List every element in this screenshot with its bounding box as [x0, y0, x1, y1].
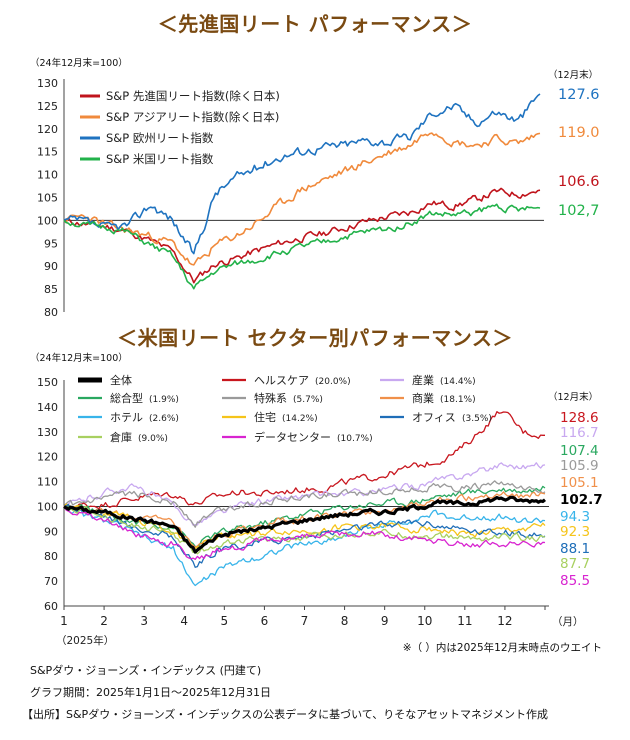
legend-weight: (1.9%): [149, 395, 179, 405]
x-tick-label: 2: [100, 614, 108, 628]
end-value-label: 102.7: [560, 492, 603, 508]
end-value-label: 127.6: [558, 87, 600, 103]
series-line: [63, 505, 546, 555]
x-tick-label: 7: [301, 614, 309, 628]
series-line: [63, 503, 546, 550]
y-tick-label: 70: [44, 575, 58, 588]
legend-label: 総合型: [110, 391, 143, 405]
legend-label: S&P アジアリート指数(除く日本): [106, 110, 279, 124]
series-line: [63, 506, 546, 560]
bottom-chart-title: ＜米国リート セクター別パフォーマンス＞: [117, 326, 513, 350]
period-line: グラフ期間：2025年1月1日～2025年12月31日: [30, 686, 271, 699]
end-value-label: 107.4: [560, 443, 599, 459]
legend-weight: (18.1%): [440, 395, 476, 405]
y-tick-label: 85: [44, 283, 58, 296]
legend-label: S&P 先進国リート指数(除く日本): [106, 89, 280, 103]
y-tick-label: 80: [44, 306, 58, 319]
y-tick-label: 130: [37, 77, 58, 90]
legend-label: ホテル: [110, 411, 143, 424]
end-value-label: 116.7: [560, 425, 599, 441]
x-tick-label: 8: [341, 614, 349, 628]
y-tick-label: 115: [37, 146, 58, 159]
end-value-label: 106.6: [558, 174, 600, 190]
developed-reit-chart: （24年12月末=100） （12月末） 80 85 90 95 100 105 110 115 1…: [30, 57, 600, 319]
y-tick-label: 60: [44, 600, 58, 613]
end-value-label: 88.1: [560, 541, 590, 557]
y-tick-label: 95: [44, 237, 58, 250]
legend-weight: (10.7%): [337, 434, 373, 444]
weight-note: ※（ ）内は2025年12月末時点のウエイト: [402, 642, 602, 654]
x-tick-label: 11: [457, 614, 472, 628]
end-value-label: 87.7: [560, 556, 590, 572]
y-tick-label: 150: [37, 376, 58, 389]
series-line: [63, 93, 541, 255]
end-value-label: 92.3: [560, 524, 590, 540]
y-tick-label: 130: [37, 426, 58, 439]
legend-weight: (2.6%): [149, 414, 179, 424]
series-line: [63, 132, 541, 266]
series-line: [63, 203, 541, 290]
series-line: [63, 485, 546, 549]
legend-label: 全体: [110, 373, 132, 387]
top-chart-title: ＜先進国リート パフォーマンス＞: [157, 12, 473, 36]
y-tick-label: 140: [37, 401, 58, 414]
series-line: [63, 495, 547, 554]
series-line: [63, 462, 546, 526]
x-tick-label: 6: [261, 614, 269, 628]
y-tick-label: 105: [37, 192, 58, 205]
y-tick-label: 90: [44, 260, 58, 273]
x-tick-label: 4: [180, 614, 188, 628]
legend-weight: (5.7%): [293, 395, 323, 405]
legend-label: 産業: [412, 374, 434, 387]
y-tick-label: 120: [37, 123, 58, 136]
y-tick-label: 110: [37, 169, 58, 182]
credit-line: 【出所】S&Pダウ・ジョーンズ・インデックスの公表データに基づいて、りそなアセッ…: [22, 708, 548, 721]
end-value-label: 85.5: [560, 573, 590, 589]
legend-weight: (14.2%): [282, 414, 318, 424]
end-value-label: 105.1: [560, 475, 599, 491]
legend-label: データセンター: [254, 430, 331, 444]
legend-label: S&P 欧州リート指数: [106, 131, 214, 145]
y-tick-label: 90: [44, 525, 58, 538]
x-tick-label: 5: [221, 614, 229, 628]
legend-weight: (14.4%): [440, 377, 476, 387]
x-tick-label: 10: [417, 614, 432, 628]
legend-weight: (9.0%): [138, 434, 168, 444]
y-tick-label: 80: [44, 550, 58, 563]
x-unit: （月）: [552, 616, 584, 628]
end-label: （12月末）: [548, 391, 598, 403]
legend-label: 特殊系: [254, 391, 287, 405]
legend-label: 住宅: [254, 410, 276, 424]
legend-weight: (20.0%): [315, 377, 351, 387]
legend-label: 倉庫: [110, 430, 132, 444]
x-tick-label: 9: [381, 614, 389, 628]
y-tick-label: 100: [37, 214, 58, 227]
series-line: [63, 187, 541, 284]
base-label: （24年12月末=100）: [30, 57, 128, 69]
legend-label: オフィス: [412, 411, 456, 424]
end-value-label: 128.6: [560, 410, 599, 426]
x-tick-label: 3: [140, 614, 148, 628]
end-label: （12月末）: [548, 69, 598, 81]
base-label: （24年12月末=100）: [30, 352, 128, 364]
legend-label: ヘルスケア: [254, 374, 309, 387]
legend-weight: (3.5%): [462, 414, 492, 424]
legend-label: S&P 米国リート指数: [106, 152, 214, 166]
series-line: [63, 411, 545, 510]
end-value-label: 119.0: [558, 125, 600, 141]
x-sub-label: （2025年）: [56, 634, 114, 647]
y-tick-label: 125: [37, 100, 58, 113]
y-tick-label: 100: [37, 500, 58, 513]
end-value-label: 94.3: [560, 509, 590, 525]
x-tick-label: 1: [60, 614, 68, 628]
series-line: [63, 480, 546, 528]
end-value-label: 102,7: [558, 203, 600, 219]
y-tick-label: 120: [37, 451, 58, 464]
legend-label: 商業: [412, 391, 434, 405]
y-tick-label: 110: [37, 476, 58, 489]
source-line: S&Pダウ・ジョーンズ・インデックス (円建て): [30, 664, 262, 677]
end-value-label: 105.9: [560, 458, 599, 474]
x-tick-label: 12: [497, 614, 512, 628]
